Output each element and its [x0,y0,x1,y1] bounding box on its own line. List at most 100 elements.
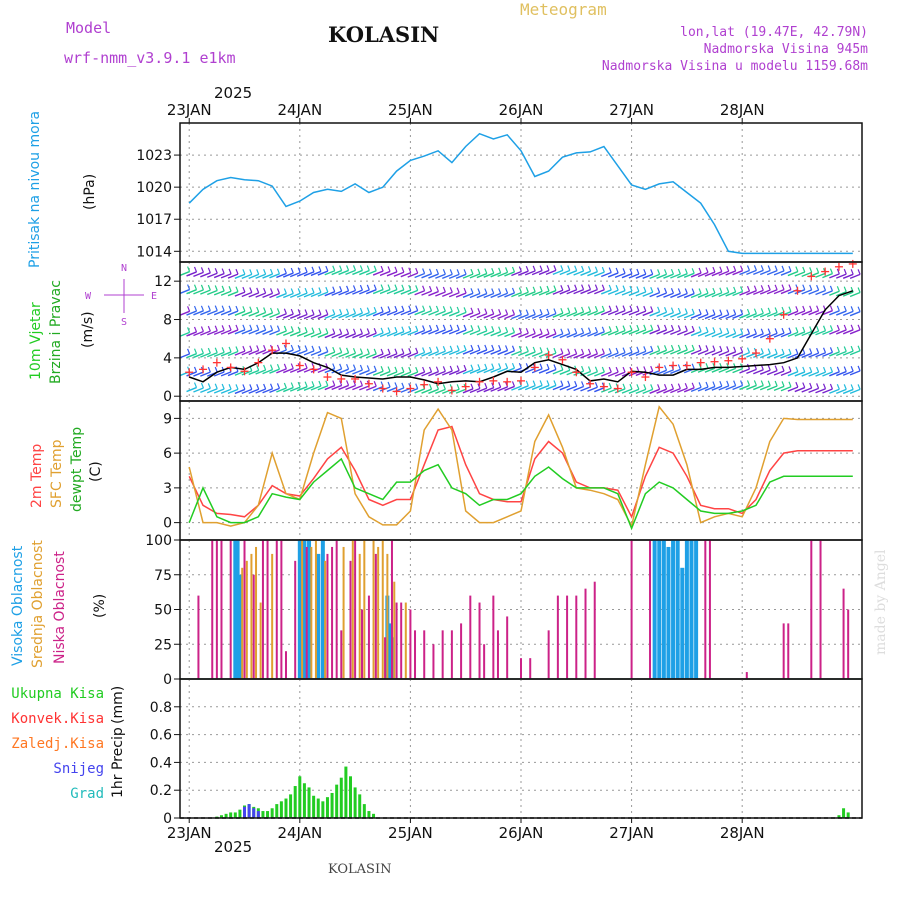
wind-barb-flag [401,348,405,354]
wind-barb [289,292,301,299]
bar-ukupna-kisa [224,813,228,818]
wind-barb-flag [456,287,460,293]
wind-barb-flag [795,306,799,312]
wind-barb [538,290,550,296]
wind-barb [697,349,709,356]
wind-barb [649,311,660,317]
wind-barb [739,368,750,374]
wind-barb-flag [816,284,820,291]
wind-barb-flag [767,307,771,314]
wind-barb [552,289,564,295]
wind-barb-flag [788,265,792,272]
wind-barb-flag [691,325,695,332]
wind-barb [365,311,377,317]
wind-barb-flag [608,305,612,311]
wind-barb-flag [484,382,488,389]
wind-barb [552,269,564,276]
wind-barb-flag [608,267,612,273]
bar-niska-oblacnost [575,595,578,679]
wind-barb-flag [214,383,218,389]
wind-barb [780,332,792,338]
wind-barb [600,310,612,316]
wind-barb [324,291,336,297]
wind-barb [829,351,840,357]
wind-barb-flag [733,380,737,386]
wind-barb-flag [380,366,384,372]
wind-barb-flag [380,306,384,313]
footer-credit: made by Angel [873,549,889,656]
wind-barb [303,292,315,298]
wind-barb-flag [525,380,529,387]
wind-barb [227,291,239,297]
wind-barb [400,371,412,377]
wind-barb [829,329,840,335]
wind-barb-flag [304,345,308,351]
bar-niska-oblacnost [469,595,472,679]
bar-ukupna-kisa [353,787,357,818]
wind-barb [200,272,211,278]
wind-barb [476,368,488,374]
bar-visoka-oblacnost [320,540,325,679]
bar-niska-oblacnost [280,540,283,679]
wind-barb [704,385,716,392]
y-tick-label: 0 [163,516,172,532]
bar-ukupna-kisa [302,783,306,818]
wind-barb [822,329,833,336]
wind-barb-flag [200,382,204,389]
wind-barb-flag [601,305,605,312]
wind-barb-flag [477,383,481,389]
wind-barb-flag [221,285,225,292]
wind-barb-flag [698,267,702,274]
wind-barb-flag [484,268,488,274]
wind-barb-flag [256,384,260,390]
wind-barb [241,370,253,376]
wind-barb-flag [698,308,702,315]
wind-barb [511,350,522,356]
wind-barb-flag [387,284,391,290]
wind-barb-flag [795,381,799,388]
wind-barb-flag [788,381,792,387]
wind-barb-flag [228,305,232,312]
wind-barb-flag [297,288,301,294]
wind-barb [220,290,232,296]
wind-barb [448,292,460,298]
wind-barb-flag [601,366,605,373]
bar-srednja-oblacnost [271,553,274,679]
wind-barb [414,329,425,336]
wind-barb-flag [359,284,363,291]
wind-barb [289,386,301,392]
wind-barb [310,313,322,320]
panel-precip: 00.20.40.60.8 [150,678,863,827]
wind-barb-flag [187,266,191,272]
wind-barb [200,371,211,377]
wind-barb [469,387,481,394]
wind-barb [587,288,598,295]
wind-barb [566,385,577,391]
wind-barb [829,371,840,377]
wind-barb [587,271,598,277]
wind-barb [428,310,439,316]
wind-barb-flag [622,383,626,390]
bar-srednja-oblacnost [259,602,262,679]
wind-barb [179,310,190,316]
wind-barb-flag [332,346,336,353]
wind-barb [421,273,432,279]
wind-barb [386,331,398,337]
wind-barb-flag [539,328,543,334]
wind-barb [442,273,453,280]
wind-barb-flag [587,306,592,312]
wind-barb-flag [442,306,446,312]
wind-barb [566,353,577,359]
wind-barb [607,310,619,316]
wind-barb [753,312,764,318]
wind-barb [849,311,861,317]
wind-barb-flag [615,305,619,311]
wind-barb-flag [518,287,522,293]
wind-barb-flag [325,309,329,315]
wind-barb-flag [428,305,433,311]
wind-barb-flag [601,348,605,354]
wind-barb-flag [677,268,681,275]
wind-barb [600,289,612,295]
wind-barb-flag [228,346,232,353]
wind-barb [317,332,329,338]
